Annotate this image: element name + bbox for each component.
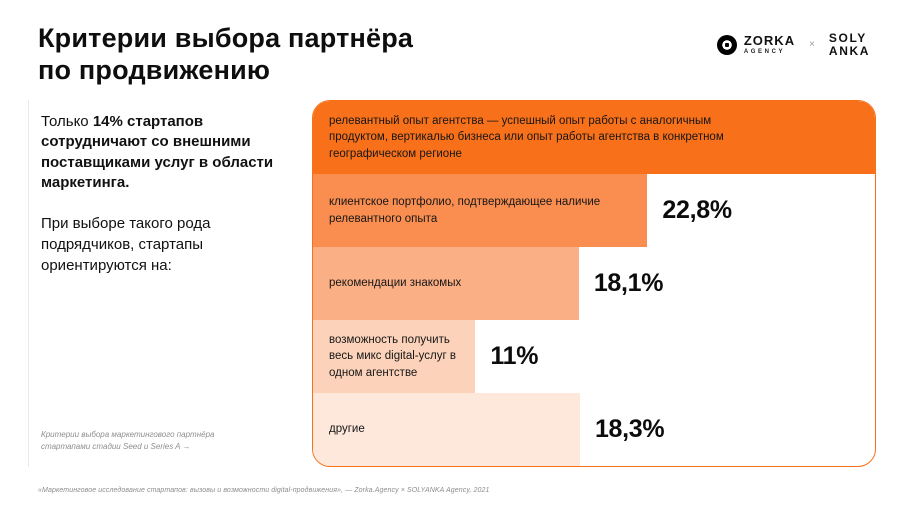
intro-text-regular: Только bbox=[41, 113, 93, 130]
bar-label: клиентское портфолио, подтверждающее нал… bbox=[329, 196, 601, 225]
bar-value-label: 22,8% bbox=[662, 196, 732, 224]
chart-caption: Критерии выбора маркетингового партнёра … bbox=[41, 430, 215, 451]
bar-recommendations: рекомендации знакомых bbox=[313, 247, 579, 320]
logos: ZORKA AGENCY × SOLY ANKA bbox=[716, 32, 870, 58]
bar-value-label: 18,1% bbox=[593, 269, 664, 297]
solyanka-logo: SOLY ANKA bbox=[829, 32, 870, 58]
main-content: Только 14% стартапов сотрудничают со вне… bbox=[28, 100, 876, 467]
bar-label: релевантный опыт агентства — успешный оп… bbox=[329, 115, 724, 160]
bar-row: другие 18,3% bbox=[313, 393, 875, 466]
bar-row: релевантный опыт агентства — успешный оп… bbox=[313, 101, 875, 174]
zorka-logo-name: ZORKA bbox=[743, 33, 796, 49]
bar-value-label: 18,3% bbox=[594, 415, 665, 443]
zorka-record-icon bbox=[716, 34, 737, 55]
bar-other: другие bbox=[313, 393, 580, 466]
logo-separator-icon: × bbox=[809, 39, 815, 51]
bar-row: рекомендации знакомых 18,1% bbox=[313, 247, 875, 320]
intro-text-bold: 14% стартапов сотрудничают со внешними п… bbox=[41, 113, 274, 191]
bar-row: клиентское портфолио, подтверждающее нал… bbox=[313, 174, 875, 247]
intro-text: Только 14% стартапов сотрудничают со вне… bbox=[41, 112, 290, 193]
source-footnote: «Маркетинговое исследование стартапов: в… bbox=[38, 487, 490, 494]
lead-paragraph: При выборе такого рода подрядчиков, стар… bbox=[41, 215, 211, 274]
page-title-line2: по продвижению bbox=[38, 55, 271, 86]
bar-relevant-experience: релевантный опыт агентства — успешный оп… bbox=[313, 101, 875, 174]
bar-label: другие bbox=[329, 423, 365, 436]
solyanka-logo-line1: SOLY bbox=[828, 31, 867, 45]
left-panel: Только 14% стартапов сотрудничают со вне… bbox=[28, 100, 312, 467]
page-title-line1: Критерии выбора партнёра bbox=[38, 23, 414, 53]
bar-label: рекомендации знакомых bbox=[329, 277, 462, 290]
bar-row: возможность получить весь микс digital-у… bbox=[313, 320, 875, 393]
bar-digital-mix: возможность получить весь микс digital-у… bbox=[313, 320, 476, 393]
bar-label: возможность получить весь микс digital-у… bbox=[329, 334, 456, 379]
solyanka-logo-line2: ANKA bbox=[828, 43, 870, 58]
header: Критерии выбора партнёра по продвижению … bbox=[0, 0, 900, 87]
zorka-logo-sub: AGENCY bbox=[743, 49, 786, 56]
page-title: Критерии выбора партнёра по продвижению bbox=[38, 22, 413, 87]
bar-value-label: 11% bbox=[490, 342, 539, 370]
bar-client-portfolio: клиентское портфолио, подтверждающее нал… bbox=[313, 174, 648, 247]
zorka-logo: ZORKA AGENCY bbox=[716, 33, 796, 56]
bar-chart: релевантный опыт агентства — успешный оп… bbox=[312, 100, 876, 467]
